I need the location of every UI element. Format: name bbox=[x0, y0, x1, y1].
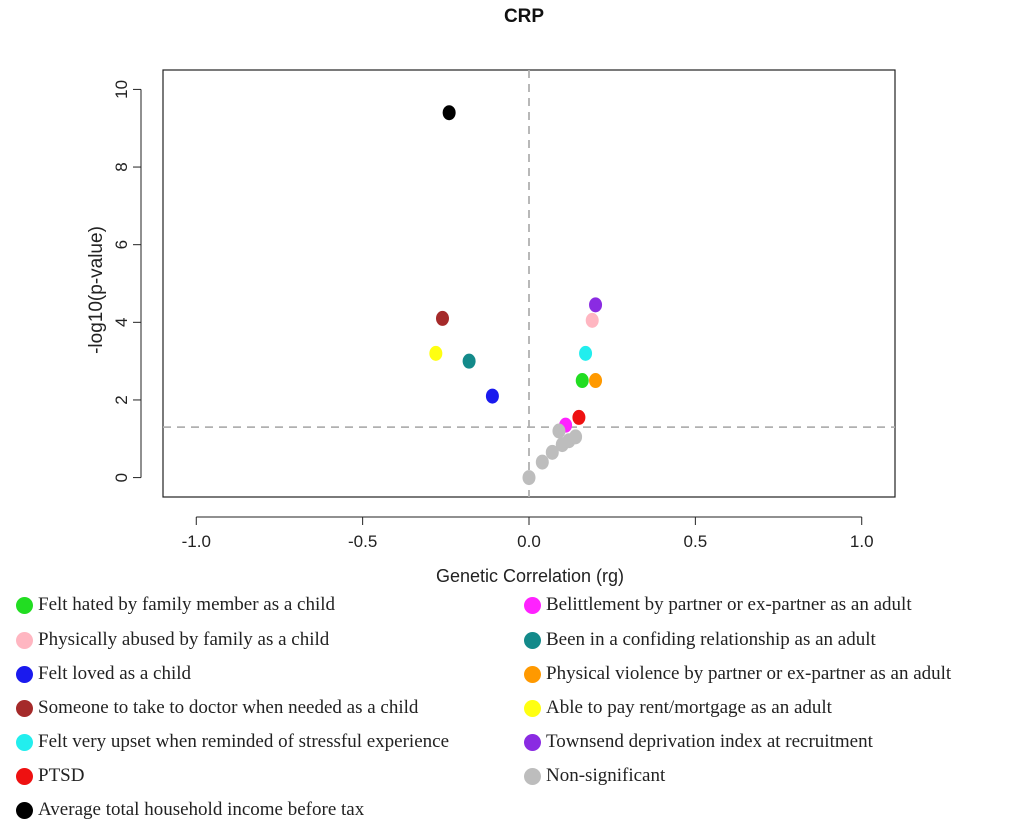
x-tick-label: -0.5 bbox=[348, 532, 377, 551]
data-point bbox=[579, 345, 593, 361]
legend-item: PTSD bbox=[16, 765, 84, 787]
legend-marker bbox=[524, 767, 541, 785]
legend-label: PTSD bbox=[38, 765, 85, 786]
legend-label: Been in a confiding relationship as an a… bbox=[546, 629, 876, 650]
data-point bbox=[535, 454, 549, 470]
y-tick-label: 6 bbox=[112, 240, 131, 249]
data-point bbox=[589, 373, 603, 389]
legend-item: Non-significant bbox=[524, 765, 665, 787]
data-point bbox=[462, 353, 476, 369]
legend-item: Felt hated by family member as a child bbox=[16, 594, 335, 616]
x-tick-label: -1.0 bbox=[182, 532, 211, 551]
y-tick-label: 0 bbox=[112, 473, 131, 482]
x-tick-label: 1.0 bbox=[850, 532, 874, 551]
y-tick-label: 4 bbox=[112, 318, 131, 327]
legend-item: Felt very upset when reminded of stressf… bbox=[16, 731, 449, 753]
x-tick-label: 0.0 bbox=[517, 532, 541, 551]
legend-item: Able to pay rent/mortgage as an adult bbox=[524, 697, 832, 719]
data-point bbox=[569, 429, 583, 445]
legend-marker bbox=[16, 767, 33, 785]
legend-label: Physical violence by partner or ex-partn… bbox=[546, 663, 952, 684]
legend-marker bbox=[524, 596, 541, 614]
legend-marker bbox=[16, 699, 33, 717]
y-tick-label: 10 bbox=[112, 80, 131, 99]
plot-area: -1.0 -0.5 0.0 0.5 1.0 0 2 4 6 8 10 bbox=[112, 69, 896, 551]
y-tick-label: 2 bbox=[112, 395, 131, 404]
legend-label: Able to pay rent/mortgage as an adult bbox=[546, 697, 832, 718]
legend-label: Physically abused by family as a child bbox=[38, 629, 330, 650]
legend-marker bbox=[16, 665, 33, 683]
legend-item: Average total household income before ta… bbox=[16, 799, 364, 821]
data-point bbox=[442, 105, 456, 121]
legend-marker bbox=[16, 733, 33, 751]
legend-label: Felt loved as a child bbox=[38, 663, 192, 684]
legend-marker bbox=[16, 596, 33, 614]
y-tick-label: 8 bbox=[112, 162, 131, 171]
legend-marker bbox=[524, 631, 541, 649]
legend-marker bbox=[524, 733, 541, 751]
data-point bbox=[545, 444, 559, 460]
legend-label: Non-significant bbox=[546, 765, 666, 786]
data-point bbox=[429, 345, 443, 361]
x-axis-label: Genetic Correlation (rg) bbox=[436, 566, 624, 586]
legend-label: Townsend deprivation index at recruitmen… bbox=[546, 731, 873, 752]
y-axis-label: -log10(p-value) bbox=[86, 226, 107, 354]
data-point bbox=[589, 297, 603, 313]
data-point bbox=[572, 409, 586, 425]
legend-label: Felt very upset when reminded of stressf… bbox=[38, 731, 450, 752]
data-point bbox=[485, 388, 499, 404]
legend-item: Physical violence by partner or ex-partn… bbox=[524, 663, 951, 685]
legend-marker bbox=[524, 665, 541, 683]
x-tick-label: 0.5 bbox=[684, 532, 708, 551]
legend-label: Belittlement by partner or ex-partner as… bbox=[546, 594, 912, 615]
data-point bbox=[435, 310, 449, 326]
data-point bbox=[552, 423, 566, 439]
data-point bbox=[585, 312, 599, 328]
data-point bbox=[575, 373, 589, 389]
legend-label: Someone to take to doctor when needed as… bbox=[38, 697, 419, 718]
legend-item: Felt loved as a child bbox=[16, 663, 191, 685]
legend-item: Someone to take to doctor when needed as… bbox=[16, 697, 418, 719]
legend-marker bbox=[16, 631, 33, 649]
legend-label: Average total household income before ta… bbox=[38, 799, 365, 820]
legend-marker bbox=[524, 699, 541, 717]
legend-item: Townsend deprivation index at recruitmen… bbox=[524, 731, 873, 753]
chart-title: CRP bbox=[504, 6, 544, 27]
legend-label: Felt hated by family member as a child bbox=[38, 594, 336, 615]
data-point bbox=[522, 470, 536, 486]
legend-item: Physically abused by family as a child bbox=[16, 629, 329, 651]
legend-item: Belittlement by partner or ex-partner as… bbox=[524, 594, 912, 616]
legend-item: Been in a confiding relationship as an a… bbox=[524, 629, 876, 651]
legend-marker bbox=[16, 801, 33, 819]
